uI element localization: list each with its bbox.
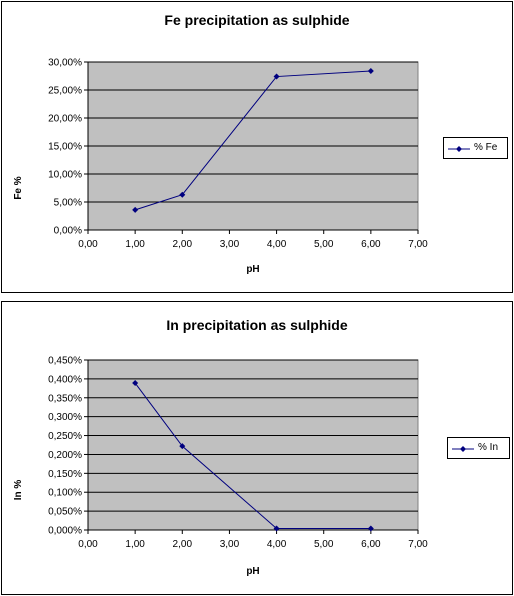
in-y-tick-label: 0,100% — [48, 488, 82, 499]
in-chart-title: In precipitation as sulphide — [166, 317, 348, 333]
fe-x-tick-label: 0,00 — [78, 239, 98, 250]
in-data-point — [367, 525, 374, 532]
fe-chart-panel: Fe precipitation as sulphide 0,00% 5,00% 1… — [1, 1, 513, 293]
fe-legend-label: % Fe — [474, 142, 498, 153]
in-data-point — [179, 443, 186, 450]
fe-y-tick-label: 0,00% — [54, 226, 82, 237]
fe-x-tick-label: 1,00 — [125, 239, 145, 250]
in-y-axis-label: In % — [13, 480, 24, 501]
in-plot-area — [87, 359, 419, 531]
fe-y-tick-label: 25,00% — [48, 86, 82, 97]
in-legend: % In — [447, 437, 510, 459]
in-x-tick-label: 4,00 — [267, 539, 287, 550]
fe-y-tick-label: 20,00% — [48, 114, 82, 125]
in-y-tick-label: 0,250% — [48, 431, 82, 442]
in-chart-panel: In precipitation as sulphide 0,000% 0,050… — [1, 301, 513, 595]
fe-x-tick-label: 5,00 — [314, 239, 334, 250]
fe-data-point — [367, 67, 374, 74]
fe-legend-marker-icon — [448, 146, 470, 152]
fe-data-point — [132, 206, 139, 213]
in-x-tick-label: 3,00 — [220, 539, 240, 550]
in-series-line — [134, 382, 371, 529]
in-y-tick-label: 0,050% — [48, 507, 82, 518]
fe-legend: % Fe — [443, 137, 508, 159]
fe-data-point — [273, 73, 280, 80]
fe-y-tick-label: 10,00% — [48, 170, 82, 181]
in-y-tick-label: 0,450% — [48, 356, 82, 367]
in-x-tick-label: 5,00 — [314, 539, 334, 550]
fe-x-tick-label: 7,00 — [408, 239, 428, 250]
in-x-axis-label: pH — [246, 566, 259, 577]
in-data-point — [273, 525, 280, 532]
in-legend-marker-icon — [452, 446, 474, 452]
in-chart-plot: 0,000% 0,050% 0,100% 0,150% 0,200% 0,250% 0,30… — [13, 356, 428, 578]
fe-y-tick-label: 30,00% — [48, 58, 82, 69]
in-x-tick-label: 0,00 — [78, 539, 98, 550]
in-y-tick-label: 0,300% — [48, 412, 82, 423]
fe-x-tick-label: 4,00 — [267, 239, 287, 250]
fe-x-tick-label: 6,00 — [361, 239, 381, 250]
in-y-tick-label: 0,400% — [48, 374, 82, 385]
in-data-point — [132, 380, 139, 387]
fe-y-tick-label: 5,00% — [54, 198, 82, 209]
fe-x-axis-label: pH — [246, 264, 259, 275]
fe-y-tick-label: 15,00% — [48, 142, 82, 153]
in-legend-label: % In — [478, 442, 499, 453]
in-x-tick-label: 6,00 — [361, 539, 381, 550]
fe-x-tick-label: 3,00 — [220, 239, 240, 250]
fe-data-point — [179, 191, 186, 198]
fe-y-axis-label: Fe % — [13, 176, 24, 199]
in-y-tick-label: 0,000% — [48, 526, 82, 537]
in-x-tick-label: 1,00 — [125, 539, 145, 550]
in-y-tick-label: 0,200% — [48, 450, 82, 461]
in-y-tick-label: 0,150% — [48, 469, 82, 480]
fe-chart-plot: 0,00% 5,00% 10,00% 15,00% 20,00% 25,00% 30,00%… — [13, 58, 428, 276]
fe-chart-title: Fe precipitation as sulphide — [164, 12, 350, 28]
fe-series-line — [134, 70, 371, 211]
in-x-tick-label: 2,00 — [173, 539, 193, 550]
fe-x-tick-label: 2,00 — [173, 239, 193, 250]
in-y-tick-label: 0,350% — [48, 393, 82, 404]
in-x-tick-label: 7,00 — [408, 539, 428, 550]
